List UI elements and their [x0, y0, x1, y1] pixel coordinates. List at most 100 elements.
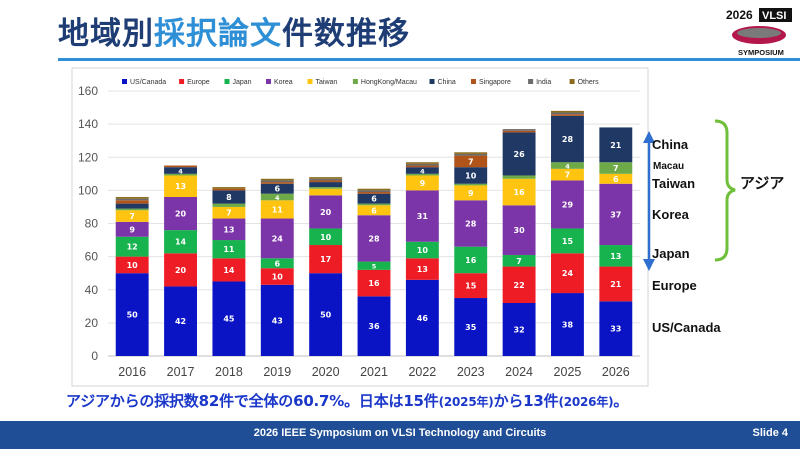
bar-segment: [502, 130, 536, 133]
logo-chip-inner: [737, 28, 781, 38]
data-label: 17: [320, 255, 331, 264]
bar-segment: [405, 175, 439, 191]
data-label: 15: [562, 237, 574, 246]
data-label: 50: [127, 311, 139, 320]
bar-segment: [454, 153, 488, 156]
bar-segment: [502, 178, 536, 206]
bar-segment: [212, 203, 246, 207]
data-label: 46: [417, 314, 429, 323]
data-label: 24: [562, 269, 574, 278]
bar-segment: [502, 132, 536, 176]
bar-segment: [164, 230, 197, 254]
data-label: 16: [368, 279, 380, 288]
legend-swatch: [266, 79, 271, 84]
bar-segment: [551, 114, 584, 116]
y-tick-label: 120: [78, 150, 98, 164]
bar-segment: [405, 165, 439, 168]
legend-swatch: [307, 79, 313, 84]
data-label: 42: [175, 317, 186, 326]
bar-segment: [309, 180, 343, 183]
legend-swatch: [429, 79, 435, 84]
bar-segment: [260, 268, 294, 285]
x-tick-label: 2017: [167, 365, 195, 379]
legend-label: Singapore: [479, 79, 511, 86]
bar-segment: [551, 112, 584, 115]
bar-segment: [405, 173, 439, 176]
legend-swatch: [471, 79, 476, 84]
x-tick-label: 2022: [408, 365, 436, 379]
legend-label: HongKong/Macau: [361, 79, 417, 86]
data-label: 43: [272, 316, 283, 325]
data-label: 12: [127, 243, 138, 252]
bar-segment: [309, 188, 343, 196]
x-tick-label: 2026: [602, 365, 630, 379]
bar-segment: [405, 258, 439, 280]
data-label: 50: [320, 311, 332, 320]
data-label: 15: [465, 282, 477, 291]
summary-end: 。: [613, 392, 629, 410]
bar-segment: [212, 188, 246, 191]
bar-segment: [309, 187, 343, 189]
bar-segment: [502, 254, 536, 267]
data-label: 6: [613, 175, 619, 184]
data-label: 45: [223, 315, 235, 324]
bar-segment: [454, 183, 488, 186]
bar-segment: [115, 210, 149, 222]
data-label: 26: [514, 150, 526, 159]
data-label: 24: [272, 234, 284, 243]
asia-arrow-head-down: [643, 259, 655, 271]
bar-segment: [260, 180, 294, 183]
x-tick-label: 2016: [118, 365, 146, 379]
data-label: 14: [175, 238, 187, 247]
bar-segment: [212, 258, 246, 282]
page-title: 地域別採択論文件数推移: [58, 8, 410, 53]
asia-label: アジア: [740, 174, 785, 192]
summary-mid: から13件: [493, 392, 559, 410]
x-axis: 2016 2017 2018 2019 2020 2021 2022 2023 2024 2025…: [118, 365, 629, 379]
bar-segment: [309, 273, 343, 356]
bar-segment: [454, 167, 488, 184]
data-label: 38: [562, 321, 574, 330]
bar-segment: [309, 177, 343, 179]
bar-segment: [357, 296, 391, 356]
data-label: 28: [368, 234, 380, 243]
data-label: 33: [610, 325, 621, 334]
bar-segment: [599, 266, 633, 302]
x-tick-label: 2021: [360, 365, 388, 379]
region-label-japan: Japan: [652, 246, 690, 261]
data-label: 22: [514, 281, 525, 290]
legend-swatch: [352, 79, 358, 84]
y-tick-label: 60: [85, 250, 99, 264]
data-label: 20: [175, 266, 187, 275]
logo-year: 2026: [726, 8, 753, 22]
region-label-us-canada: US/Canada: [652, 320, 721, 335]
asia-bracket: [714, 119, 736, 262]
bar-segment: [502, 129, 536, 131]
title-part3: 件数推移: [282, 16, 410, 52]
bar-segment: [405, 190, 439, 242]
vlsi-symposium-logo: 2026 VLSI SYMPOSIUM: [726, 8, 792, 57]
legend-swatch: [179, 79, 185, 84]
bar-segment: [309, 245, 343, 274]
bar-segment: [454, 273, 488, 299]
y-tick-label: 0: [91, 349, 98, 363]
data-label: 6: [371, 206, 377, 215]
region-label-europe: Europe: [652, 278, 697, 293]
bar-segment: [357, 205, 391, 216]
bar-segment: [599, 183, 633, 246]
bar-segment: [164, 253, 197, 287]
region-label-macau: Macau: [653, 161, 685, 172]
bar-segment: [454, 298, 488, 356]
data-label: 10: [272, 273, 284, 282]
bar-segment: [502, 175, 536, 179]
bar-segment: [164, 197, 197, 231]
bar-segment: [357, 188, 391, 191]
x-tick-label: 2025: [554, 365, 582, 379]
bar-segment: [357, 269, 391, 297]
bar-segment: [115, 256, 149, 274]
bar-segment: [502, 266, 536, 303]
legend-swatch: [528, 79, 534, 84]
bar-segment: [454, 152, 488, 154]
data-label: 4: [420, 168, 425, 176]
